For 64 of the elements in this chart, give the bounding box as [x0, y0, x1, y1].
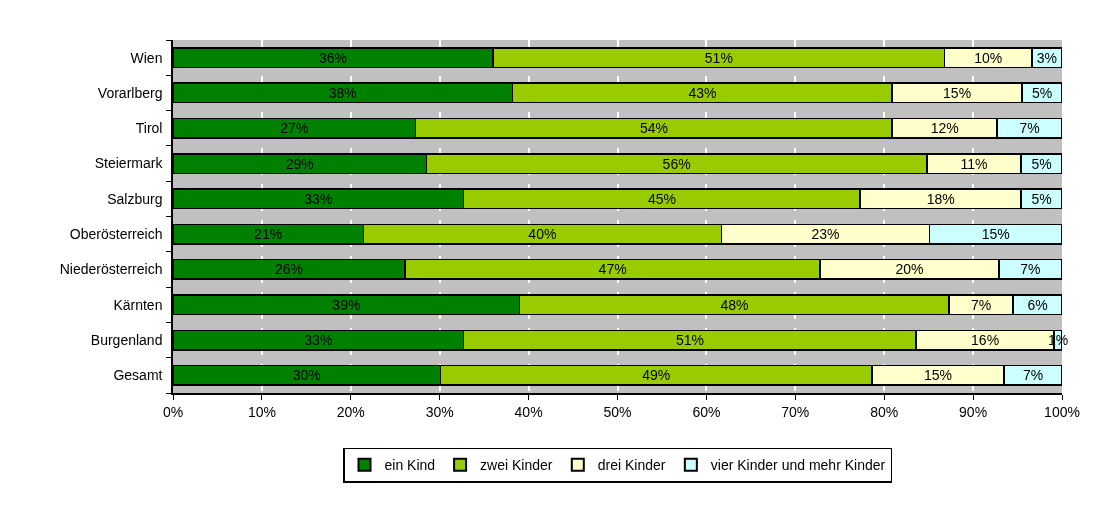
data-label: 5% [1031, 84, 1053, 101]
x-tick-label: 0% [162, 403, 184, 420]
data-label: 15% [943, 84, 972, 101]
data-label: 16% [971, 332, 1000, 349]
y-tick-label: Kärnten [113, 296, 163, 313]
data-label: 5% [1031, 155, 1052, 172]
y-tick-label: Steiermark [94, 155, 164, 172]
data-label: 51% [675, 332, 704, 349]
data-label: 11% [960, 155, 988, 172]
data-label: 3% [1036, 49, 1057, 66]
legend-label: vier Kinder und mehr Kinder [710, 457, 886, 474]
data-label: 56% [662, 155, 691, 172]
x-tick-label: 90% [959, 403, 988, 420]
y-tick-label: Gesamt [113, 367, 163, 384]
x-tick-label: 40% [514, 403, 543, 420]
x-tick-label: 30% [425, 403, 454, 420]
data-label: 40% [528, 226, 557, 243]
data-label: 36% [319, 49, 348, 66]
legend-label: zwei Kinder [480, 457, 553, 474]
data-label: 21% [254, 226, 283, 243]
x-tick-label: 20% [336, 403, 365, 420]
data-label: 29% [285, 155, 314, 172]
data-label: 51% [704, 49, 733, 66]
data-label: 54% [639, 120, 668, 137]
data-label: 39% [332, 296, 361, 313]
data-label: 48% [720, 296, 749, 313]
y-tick-label: Niederösterreich [59, 261, 163, 278]
data-label: 33% [304, 332, 333, 349]
data-label: 49% [642, 367, 671, 384]
data-label: 43% [688, 84, 717, 101]
data-label: 6% [1027, 296, 1048, 313]
legend-label: drei Kinder [597, 457, 666, 474]
data-label: 30% [292, 367, 321, 384]
data-label: 33% [304, 190, 333, 207]
y-tick-label: Salzburg [107, 190, 163, 207]
data-label: 7% [1020, 261, 1041, 278]
data-label: 20% [895, 261, 924, 278]
data-label: 10% [974, 49, 1003, 66]
data-label: 7% [1022, 367, 1044, 384]
x-tick-label: 70% [781, 403, 810, 420]
y-tick-label: Vorarlberg [97, 84, 163, 101]
x-tick-label: 100% [1044, 403, 1080, 420]
data-label: 15% [923, 367, 952, 384]
x-tick-label: 60% [692, 403, 721, 420]
data-label: 38% [328, 84, 357, 101]
data-label: 5% [1031, 190, 1052, 207]
data-label: 45% [647, 190, 676, 207]
x-tick-label: 50% [603, 403, 632, 420]
x-tick-label: 10% [247, 403, 276, 420]
data-label: 23% [811, 226, 840, 243]
y-tick-label: Tirol [135, 120, 163, 137]
y-tick-label: Wien [130, 49, 163, 66]
y-tick-label: Burgenland [90, 331, 163, 348]
data-label: 26% [275, 261, 304, 278]
data-label: 47% [598, 261, 627, 278]
data-label: 27% [280, 120, 309, 137]
data-label: 12% [930, 120, 959, 137]
y-tick-label: Oberösterreich [69, 226, 163, 243]
data-label: 18% [926, 190, 955, 207]
data-label: 15% [981, 226, 1010, 243]
x-tick-label: 80% [870, 403, 899, 420]
data-label: 7% [970, 296, 992, 313]
legend-label: ein Kind [384, 457, 436, 474]
data-label: 7% [1019, 120, 1040, 137]
